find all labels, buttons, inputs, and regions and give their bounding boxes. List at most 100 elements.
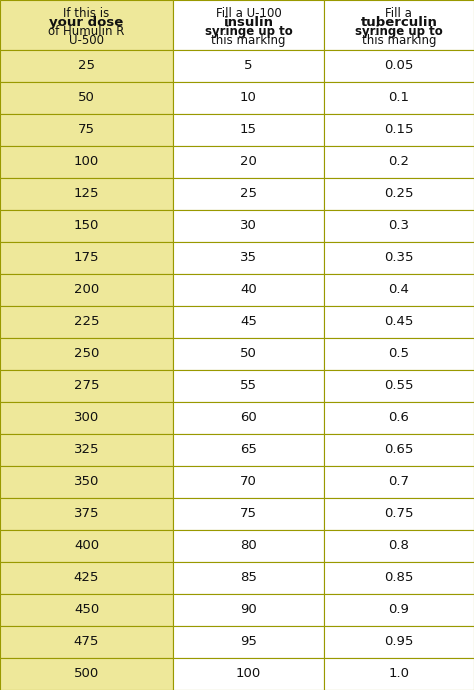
Bar (324, 370, 474, 402)
Bar (173, 306, 324, 338)
Text: 0.65: 0.65 (384, 444, 413, 456)
Text: 40: 40 (240, 284, 257, 296)
Text: 85: 85 (240, 571, 257, 584)
Bar (0, 50, 173, 81)
Bar (0, 114, 173, 146)
Text: 0.3: 0.3 (388, 219, 410, 233)
Text: 10: 10 (240, 91, 257, 104)
Bar (324, 594, 474, 626)
Text: insulin: insulin (223, 16, 273, 29)
Bar (0, 626, 173, 658)
Text: 25: 25 (78, 59, 95, 72)
Bar (0, 81, 173, 114)
Bar (324, 0, 474, 50)
Bar (0, 306, 173, 338)
Bar (173, 370, 324, 402)
Text: 0.4: 0.4 (388, 284, 410, 296)
Bar (0, 210, 173, 241)
Text: 1.0: 1.0 (388, 667, 410, 680)
Text: 0.9: 0.9 (388, 604, 410, 616)
Bar (173, 50, 324, 81)
Text: 0.2: 0.2 (388, 155, 410, 168)
Text: 25: 25 (240, 187, 257, 200)
Text: 0.55: 0.55 (384, 380, 414, 393)
Text: Fill a U-100: Fill a U-100 (216, 7, 281, 20)
Text: 0.85: 0.85 (384, 571, 413, 584)
Text: 100: 100 (236, 667, 261, 680)
Bar (173, 498, 324, 530)
Text: 0.5: 0.5 (388, 347, 410, 360)
Text: 0.1: 0.1 (388, 91, 410, 104)
Bar (0, 370, 173, 402)
Bar (0, 498, 173, 530)
Bar (324, 562, 474, 594)
Text: 150: 150 (74, 219, 99, 233)
Bar (324, 306, 474, 338)
Text: 50: 50 (78, 91, 95, 104)
Text: 75: 75 (78, 124, 95, 136)
Text: 425: 425 (74, 571, 99, 584)
Text: 300: 300 (74, 411, 99, 424)
Text: U-500: U-500 (69, 34, 104, 47)
Text: 5: 5 (244, 59, 253, 72)
Bar (0, 178, 173, 210)
Text: 55: 55 (240, 380, 257, 393)
Bar (173, 434, 324, 466)
Bar (0, 338, 173, 370)
Text: 90: 90 (240, 604, 257, 616)
Bar (324, 210, 474, 241)
Bar (324, 274, 474, 306)
Bar (324, 498, 474, 530)
Text: tuberculin: tuberculin (360, 16, 438, 29)
Text: 100: 100 (74, 155, 99, 168)
Text: 65: 65 (240, 444, 257, 456)
Bar (324, 146, 474, 178)
Bar (0, 146, 173, 178)
Text: 0.25: 0.25 (384, 187, 414, 200)
Text: 475: 475 (74, 635, 99, 649)
Text: syringe up to: syringe up to (204, 25, 292, 38)
Bar (173, 626, 324, 658)
Bar (0, 658, 173, 690)
Text: 500: 500 (74, 667, 99, 680)
Bar (0, 0, 173, 50)
Text: 15: 15 (240, 124, 257, 136)
Text: 125: 125 (74, 187, 99, 200)
Text: 0.7: 0.7 (388, 475, 410, 489)
Bar (173, 81, 324, 114)
Text: 0.95: 0.95 (384, 635, 413, 649)
Text: 0.75: 0.75 (384, 507, 414, 520)
Bar (324, 466, 474, 498)
Text: 20: 20 (240, 155, 257, 168)
Bar (0, 562, 173, 594)
Bar (173, 274, 324, 306)
Bar (324, 530, 474, 562)
Text: 80: 80 (240, 540, 257, 553)
Bar (173, 0, 324, 50)
Bar (173, 210, 324, 241)
Bar (324, 434, 474, 466)
Text: 225: 225 (74, 315, 99, 328)
Bar (324, 626, 474, 658)
Bar (173, 114, 324, 146)
Text: 0.15: 0.15 (384, 124, 414, 136)
Bar (0, 434, 173, 466)
Text: 75: 75 (240, 507, 257, 520)
Bar (173, 338, 324, 370)
Text: 45: 45 (240, 315, 257, 328)
Bar (173, 241, 324, 274)
Text: 400: 400 (74, 540, 99, 553)
Text: 200: 200 (74, 284, 99, 296)
Bar (324, 81, 474, 114)
Bar (0, 466, 173, 498)
Bar (0, 594, 173, 626)
Bar (324, 402, 474, 434)
Text: 250: 250 (74, 347, 99, 360)
Text: of Humulin R: of Humulin R (48, 25, 125, 38)
Bar (0, 241, 173, 274)
Text: 175: 175 (74, 251, 99, 264)
Text: syringe up to: syringe up to (355, 25, 443, 38)
Text: 35: 35 (240, 251, 257, 264)
Text: 350: 350 (74, 475, 99, 489)
Bar (0, 274, 173, 306)
